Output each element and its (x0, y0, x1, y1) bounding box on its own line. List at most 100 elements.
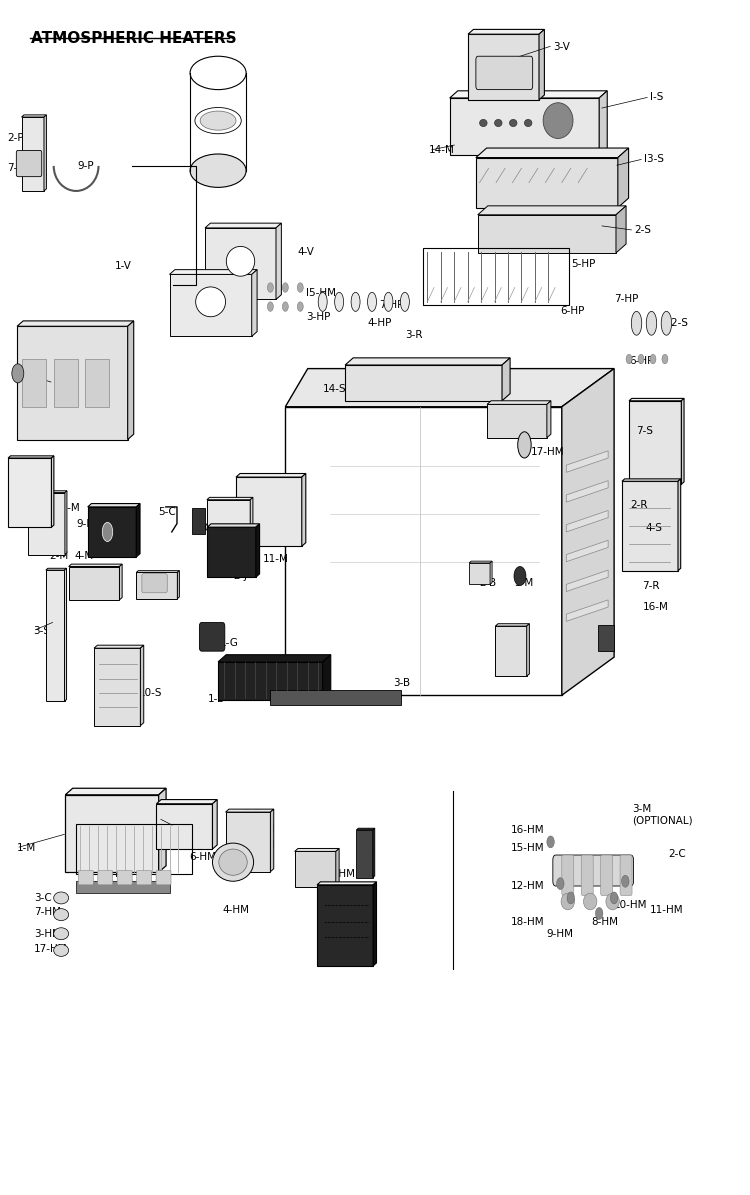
Polygon shape (236, 477, 302, 546)
Text: 3-M
(OPTIONAL): 3-M (OPTIONAL) (632, 804, 693, 826)
Text: 3-R: 3-R (405, 330, 422, 341)
Ellipse shape (543, 103, 573, 139)
Polygon shape (136, 572, 177, 599)
Polygon shape (46, 570, 64, 701)
Polygon shape (285, 368, 614, 406)
Text: 13-M: 13-M (83, 581, 110, 590)
Ellipse shape (318, 293, 327, 312)
Text: 7-C: 7-C (194, 523, 212, 533)
Ellipse shape (54, 891, 69, 903)
Polygon shape (94, 648, 140, 725)
Text: 2-S: 2-S (173, 821, 190, 832)
Polygon shape (562, 368, 614, 695)
Text: 17-HM: 17-HM (530, 447, 564, 456)
FancyBboxPatch shape (85, 358, 109, 406)
Text: 2-C: 2-C (668, 848, 686, 859)
Polygon shape (487, 404, 547, 437)
Text: 3-S: 3-S (33, 626, 50, 636)
FancyBboxPatch shape (117, 870, 132, 884)
Polygon shape (28, 491, 67, 492)
Polygon shape (64, 569, 67, 701)
Polygon shape (566, 570, 608, 592)
Circle shape (622, 875, 629, 887)
FancyBboxPatch shape (156, 870, 171, 884)
Polygon shape (487, 400, 551, 404)
Text: 10-S: 10-S (139, 688, 163, 698)
Text: 4-HM: 4-HM (223, 905, 250, 915)
Text: 17-HM: 17-HM (34, 944, 68, 954)
Ellipse shape (400, 293, 410, 312)
Text: 14-S: 14-S (322, 384, 346, 394)
Polygon shape (495, 626, 526, 676)
Text: 2-B: 2-B (479, 578, 496, 588)
Polygon shape (336, 848, 339, 887)
Text: 4-S: 4-S (646, 523, 662, 533)
Text: 7-HP: 7-HP (614, 294, 638, 305)
Ellipse shape (190, 56, 246, 90)
Polygon shape (252, 270, 257, 337)
Polygon shape (65, 789, 166, 795)
Polygon shape (256, 523, 260, 577)
Polygon shape (450, 98, 599, 155)
Polygon shape (547, 400, 551, 437)
Polygon shape (94, 645, 144, 648)
Polygon shape (69, 564, 122, 566)
Ellipse shape (632, 312, 642, 336)
Polygon shape (345, 364, 502, 400)
Text: I5-HM: I5-HM (306, 288, 336, 299)
Text: 14-HM: 14-HM (242, 825, 275, 835)
FancyBboxPatch shape (562, 854, 574, 895)
Text: 5-HM: 5-HM (100, 869, 127, 880)
Ellipse shape (561, 893, 574, 909)
Polygon shape (302, 473, 306, 546)
Text: 7-S: 7-S (637, 425, 653, 436)
Text: 9-S: 9-S (358, 842, 376, 853)
Polygon shape (616, 206, 626, 253)
Text: 3-M: 3-M (115, 519, 134, 528)
Text: 7-HP: 7-HP (380, 300, 404, 311)
Text: 7-P: 7-P (8, 164, 24, 173)
Polygon shape (678, 479, 681, 571)
Text: 2-HM: 2-HM (328, 869, 356, 880)
Polygon shape (345, 357, 510, 364)
Polygon shape (495, 624, 530, 626)
Ellipse shape (200, 111, 236, 130)
Ellipse shape (606, 893, 619, 909)
Polygon shape (450, 91, 608, 98)
Polygon shape (599, 91, 608, 155)
Text: 1-B: 1-B (208, 694, 225, 704)
Polygon shape (622, 482, 678, 571)
Polygon shape (207, 527, 256, 577)
Polygon shape (374, 882, 376, 966)
Text: 5-B: 5-B (298, 688, 316, 698)
Text: 4-V: 4-V (297, 246, 314, 257)
Text: 3-HM: 3-HM (34, 929, 62, 939)
Text: 2-S: 2-S (634, 226, 651, 235)
Text: 3-C: 3-C (34, 893, 52, 903)
Polygon shape (476, 148, 628, 158)
FancyBboxPatch shape (271, 691, 401, 705)
Ellipse shape (494, 120, 502, 127)
Polygon shape (28, 492, 65, 554)
Ellipse shape (190, 154, 246, 188)
Polygon shape (236, 473, 306, 477)
Polygon shape (317, 884, 374, 966)
Text: 3-V: 3-V (553, 42, 570, 51)
Polygon shape (566, 510, 608, 532)
FancyBboxPatch shape (200, 623, 225, 651)
Text: 6-HP: 6-HP (629, 356, 653, 367)
Text: 9-HM: 9-HM (547, 929, 574, 939)
FancyBboxPatch shape (54, 358, 77, 406)
Ellipse shape (584, 893, 597, 909)
Text: 8-C: 8-C (16, 368, 34, 379)
Polygon shape (205, 228, 276, 300)
Polygon shape (119, 564, 122, 600)
Text: I-S: I-S (650, 92, 663, 102)
Ellipse shape (219, 850, 248, 875)
Polygon shape (539, 30, 544, 99)
Circle shape (596, 907, 603, 919)
Text: 1-V: 1-V (115, 261, 132, 271)
Text: 5-HP: 5-HP (571, 258, 596, 269)
Text: 5-S: 5-S (499, 631, 516, 641)
Text: 4-S: 4-S (348, 932, 365, 943)
